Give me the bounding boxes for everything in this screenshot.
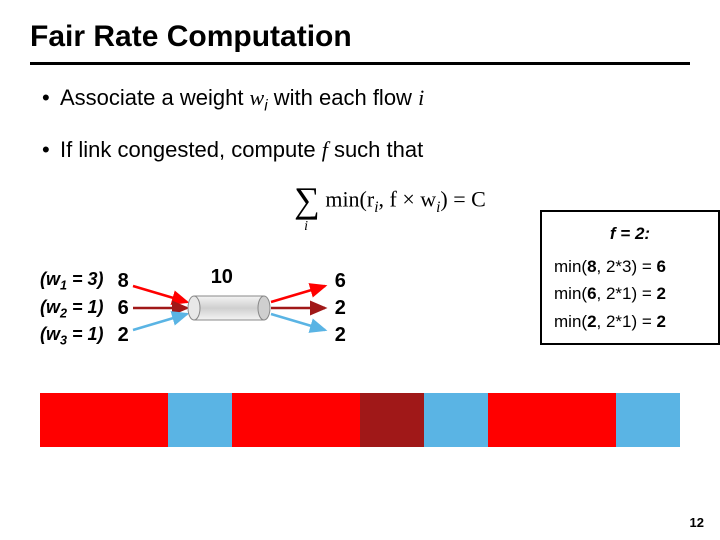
formula-end: ) = C	[440, 187, 485, 212]
bar-cell-6	[424, 393, 488, 447]
pipe-diagram: (w1 = 3) (w2 = 1) (w3 = 1) 8 6 2 10	[30, 263, 690, 353]
slide-title: Fair Rate Computation	[30, 20, 690, 62]
out-val-1: 2	[335, 295, 346, 322]
title-rule	[30, 62, 690, 65]
page-number: 12	[690, 515, 704, 530]
pipe-area: 10	[129, 268, 329, 348]
bar-cell-5	[360, 393, 424, 447]
sigma-icon: ∑	[294, 180, 320, 220]
bar-cell-2	[168, 393, 232, 447]
bar-cell-3	[232, 393, 296, 447]
bullet1-flow: i	[418, 85, 424, 110]
in-val-0: 8	[118, 268, 129, 295]
bar-cell-0	[40, 393, 104, 447]
bullet1-w: w	[250, 85, 265, 110]
formula-mid: , f × w	[379, 187, 437, 212]
bar-cell-4	[296, 393, 360, 447]
bullet2-pre: If link congested, compute	[60, 137, 322, 162]
in-val-2: 2	[118, 322, 129, 349]
bullet1-pre: Associate a weight	[60, 85, 250, 110]
bullet1-mid: with each flow	[268, 85, 418, 110]
in-val-1: 6	[118, 295, 129, 322]
bar-cell-1	[104, 393, 168, 447]
bullet2-post: such that	[328, 137, 423, 162]
formula-text: min(r	[325, 187, 374, 212]
output-values: 6 2 2	[335, 268, 346, 349]
bullet-1: •Associate a weight wi with each flow i	[42, 85, 690, 115]
out-val-2: 2	[335, 322, 346, 349]
bar-cell-7	[488, 393, 552, 447]
input-values: 8 6 2	[118, 268, 129, 349]
bar-cell-9	[616, 393, 680, 447]
pipe-svg	[129, 268, 329, 348]
bar-cell-8	[552, 393, 616, 447]
sigma-sub: i	[304, 219, 308, 235]
resultbox-header: f = 2:	[554, 220, 706, 247]
bullet-2: •If link congested, compute f such that	[42, 137, 690, 163]
color-bar	[40, 393, 680, 447]
out-val-0: 6	[335, 268, 346, 295]
formula: ∑ i min(ri, f × wi) = C	[294, 185, 486, 218]
weights: (w1 = 3) (w2 = 1) (w3 = 1)	[40, 267, 104, 350]
